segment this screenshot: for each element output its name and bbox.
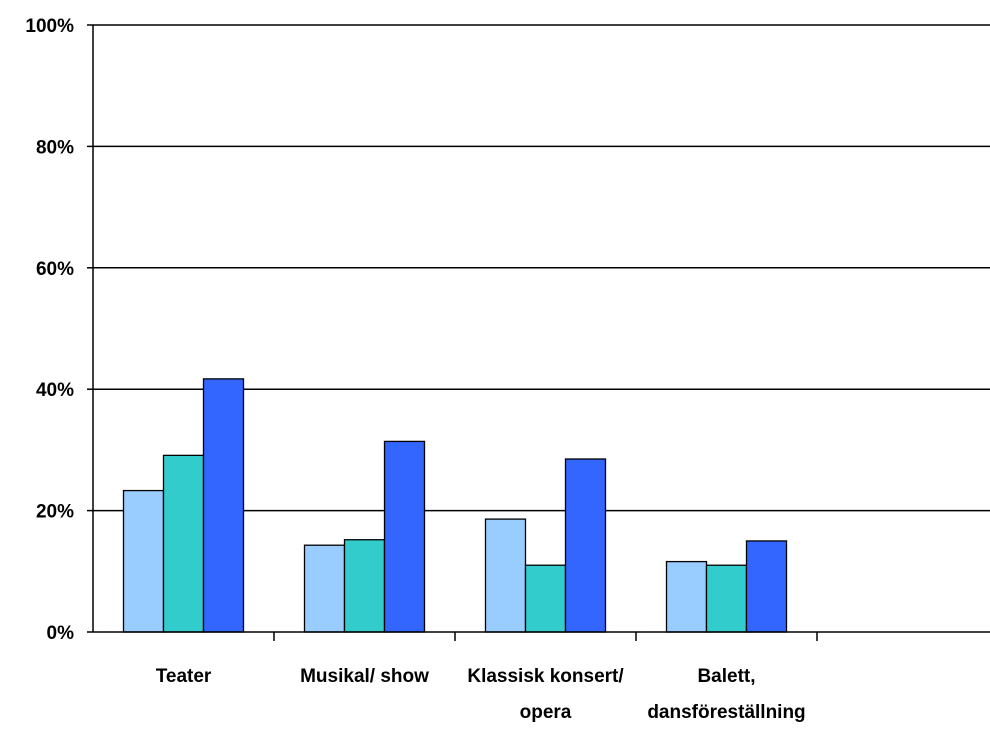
bar bbox=[705, 564, 748, 633]
bar bbox=[745, 540, 788, 633]
y-tick-label: 20% bbox=[36, 502, 74, 523]
bar bbox=[122, 489, 165, 633]
bar bbox=[202, 378, 245, 633]
bar bbox=[162, 454, 205, 633]
y-tick-label: 100% bbox=[25, 16, 74, 37]
axes bbox=[87, 24, 990, 641]
y-tick-label: 60% bbox=[36, 259, 74, 280]
bar bbox=[524, 564, 567, 633]
bar bbox=[343, 539, 386, 633]
y-tick-label: 40% bbox=[36, 380, 74, 401]
x-category-label: opera bbox=[520, 702, 572, 723]
y-tick-label: 0% bbox=[47, 623, 75, 644]
bar bbox=[383, 440, 426, 633]
y-tick-label: 80% bbox=[36, 137, 74, 158]
bar bbox=[665, 560, 708, 633]
labels: 0% 20% 40% 60% 80% 100% Teater Musikal/ show Kla… bbox=[25, 16, 805, 723]
x-category-label: dansföreställning bbox=[647, 702, 805, 723]
bar bbox=[484, 518, 527, 633]
x-category-label: Balett, bbox=[697, 666, 755, 687]
x-category-label: Musikal/ show bbox=[300, 666, 429, 687]
bars bbox=[122, 378, 788, 633]
x-category-label: Klassisk konsert/ bbox=[467, 666, 624, 687]
bar bbox=[303, 544, 346, 633]
x-category-label: Teater bbox=[156, 666, 212, 687]
bar bbox=[564, 458, 607, 633]
